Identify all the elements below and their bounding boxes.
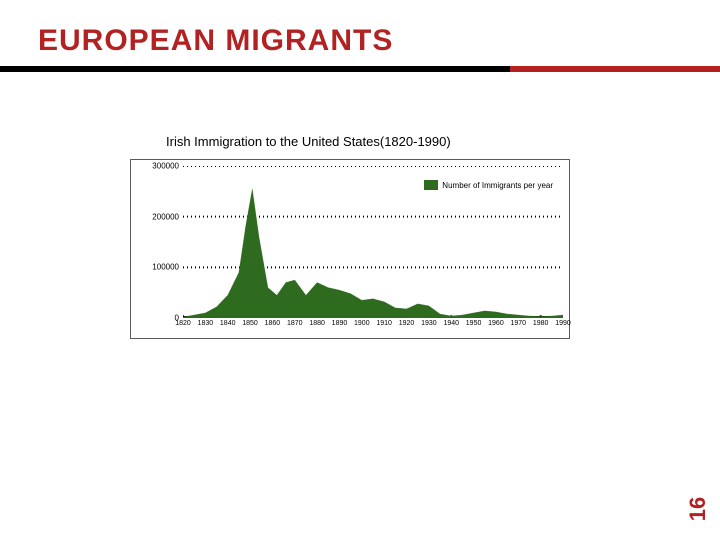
- chart-title: Irish Immigration to the United States(1…: [166, 134, 590, 149]
- x-tick-label: 1850: [242, 320, 258, 327]
- chart-container: Irish Immigration to the United States(1…: [130, 134, 590, 339]
- header-bar-left: [0, 66, 510, 72]
- x-tick-label: 1990: [555, 320, 571, 327]
- x-tick-label: 1960: [488, 320, 504, 327]
- x-tick-label: 1890: [332, 320, 348, 327]
- page-number: 16: [685, 497, 711, 521]
- y-tick-label: 300000: [152, 162, 179, 171]
- legend-label: Number of Immigrants per year: [442, 181, 553, 190]
- x-tick-label: 1860: [265, 320, 281, 327]
- x-tick-label: 1910: [376, 320, 392, 327]
- header-accent-bar: [0, 66, 720, 72]
- legend-swatch: [424, 180, 438, 190]
- y-tick-label: 100000: [152, 263, 179, 272]
- slide-title: EUROPEAN MIGRANTS: [38, 24, 393, 58]
- x-tick-label: 1880: [309, 320, 325, 327]
- x-tick-label: 1980: [533, 320, 549, 327]
- y-tick-label: 200000: [152, 212, 179, 221]
- x-tick-label: 1950: [466, 320, 482, 327]
- x-tick-label: 1940: [443, 320, 459, 327]
- chart-legend: Number of Immigrants per year: [424, 180, 553, 190]
- x-tick-label: 1900: [354, 320, 370, 327]
- x-tick-label: 1970: [510, 320, 526, 327]
- x-tick-label: 1820: [175, 320, 191, 327]
- plot-region: 0100000200000300000 18201830184018501860…: [183, 166, 563, 318]
- x-tick-label: 1830: [198, 320, 214, 327]
- x-tick-label: 1920: [399, 320, 415, 327]
- x-tick-label: 1870: [287, 320, 303, 327]
- header-bar-right: [510, 66, 720, 72]
- chart-box: 0100000200000300000 18201830184018501860…: [130, 159, 570, 339]
- x-tick-label: 1930: [421, 320, 437, 327]
- x-tick-label: 1840: [220, 320, 236, 327]
